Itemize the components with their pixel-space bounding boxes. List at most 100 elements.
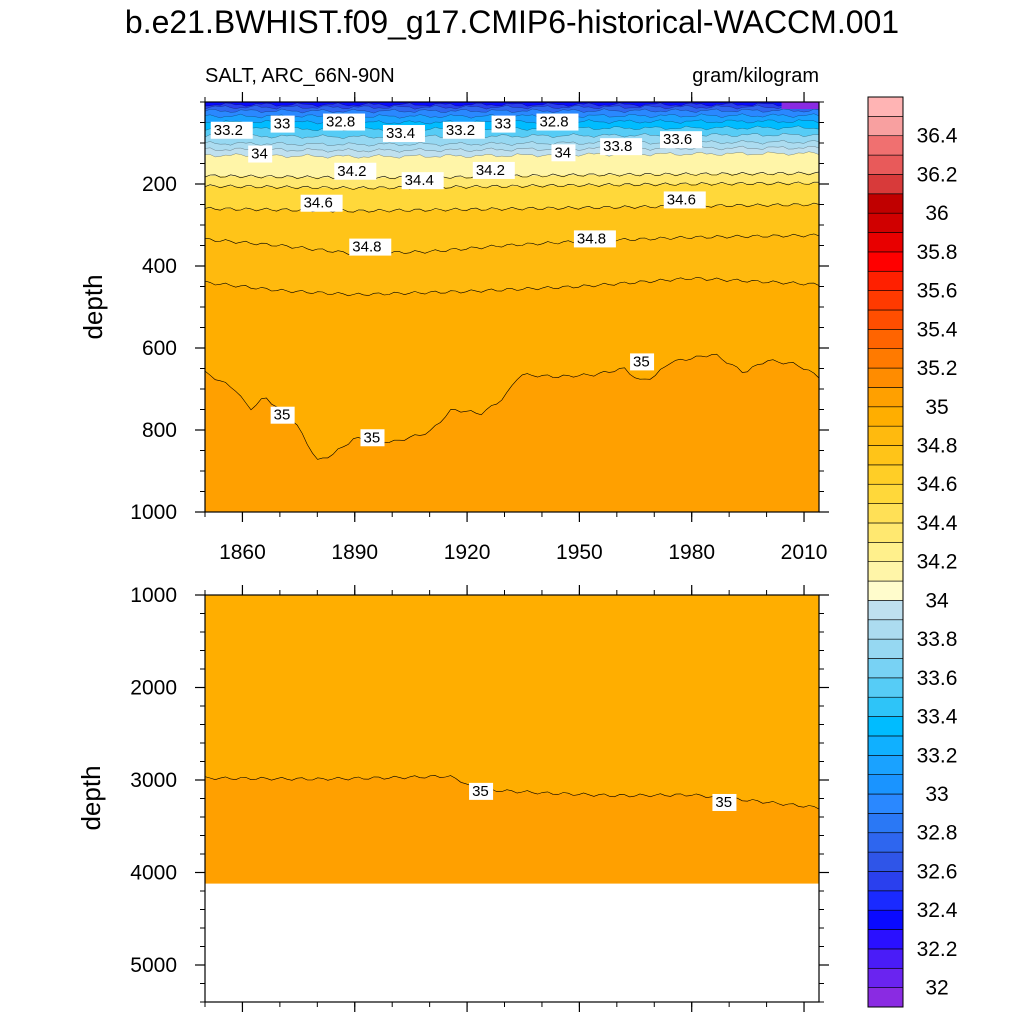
colorbar-swatch	[867, 290, 904, 311]
colorbar-swatch	[867, 696, 904, 717]
contour-label: 33.6	[660, 131, 703, 149]
contour-label-text: 35	[633, 353, 650, 370]
colorbar-swatch	[867, 909, 904, 930]
colorbar-swatch	[867, 387, 904, 408]
colorbar-frame	[867, 96, 904, 1008]
colorbar-swatch	[867, 600, 904, 621]
band-above-35	[205, 595, 819, 808]
colorbar-swatch	[867, 832, 904, 853]
colorbar-swatch	[867, 542, 904, 562]
contour-label-text: 35	[715, 794, 732, 811]
contour-label-text: 34	[554, 144, 571, 161]
colorbar-swatch	[867, 929, 904, 950]
upper-left-label: SALT, ARC_66N-90N	[205, 65, 395, 87]
colorbar-label: 34.2	[917, 551, 958, 574]
contour-label: 35	[712, 793, 737, 811]
filled-contours: 33.2 33 32.8 33.4 33.2 33 32.8 34 34 33.8 33.6 34.2…	[205, 102, 819, 512]
colorbar-swatch	[867, 561, 904, 582]
contour-label: 34.6	[663, 191, 706, 209]
colorbar-label: 35.4	[917, 318, 958, 341]
contour-label: 33	[491, 115, 516, 133]
contour-label-text: 35	[364, 429, 381, 446]
upper-y-axis-title: depth	[78, 274, 108, 339]
contour-line-35	[205, 353, 819, 460]
contour-label: 34	[551, 144, 576, 162]
colorbar-swatch	[867, 619, 904, 640]
colorbar-swatch	[867, 425, 904, 446]
colorbar-label: 32	[925, 977, 948, 1000]
contour-label-text: 33.6	[663, 131, 692, 148]
colorbar-label: 35.6	[917, 280, 958, 303]
colorbar-swatch	[867, 522, 904, 543]
colorbar-label: 32.6	[917, 860, 958, 883]
colorbar-swatch	[867, 503, 904, 524]
colorbar-swatch	[867, 948, 904, 969]
colorbar-swatch	[867, 851, 904, 872]
contour-label: 33	[270, 115, 295, 133]
x-tick-label: 1980	[668, 541, 715, 564]
colorbar-swatch	[867, 464, 904, 485]
y-tick-label: 1000	[130, 501, 177, 524]
contour-label-text: 34.2	[337, 163, 366, 180]
colorbar-swatch	[867, 96, 904, 117]
surface-band-32.4	[205, 102, 819, 107]
contour-label: 33.4	[382, 125, 425, 143]
colorbar-swatch	[867, 270, 904, 291]
contour-label: 34.2	[334, 162, 377, 180]
colorbar-swatch	[867, 348, 904, 369]
x-tick-label: 1890	[331, 541, 378, 564]
colorbar-swatch	[867, 754, 904, 775]
contour-label: 35	[270, 406, 295, 424]
colorbar-swatch	[867, 580, 904, 601]
contour-label-text: 34.6	[667, 191, 696, 208]
colorbar-label: 33.2	[917, 744, 958, 767]
colorbar-label: 33.4	[917, 706, 958, 729]
colorbar-swatch	[867, 987, 904, 1008]
colorbar-swatch	[867, 677, 904, 698]
colorbar-swatch	[867, 890, 904, 911]
colorbar-swatch	[867, 716, 904, 737]
colorbar-label: 36.2	[917, 163, 958, 186]
contour-line-34.4	[205, 181, 819, 190]
contour-label: 34.8	[573, 230, 616, 248]
x-tick-label: 1950	[556, 541, 603, 564]
colorbar-swatch	[867, 193, 904, 214]
colorbar-label: 34	[925, 589, 949, 612]
contour-label-text: 34.2	[476, 162, 505, 179]
contour-label-text: 32.8	[539, 114, 568, 131]
y-tick-label: 400	[142, 255, 177, 278]
colorbar-label: 32.4	[917, 899, 958, 922]
x-tick-label: 1920	[444, 541, 491, 564]
colorbar-label: 32.2	[917, 938, 958, 961]
contour-label-text: 34.6	[304, 195, 333, 212]
colorbar-swatch	[867, 174, 904, 195]
contour-label: 35	[469, 782, 494, 800]
colorbar-swatch	[867, 232, 904, 253]
lower-y-axis-title: depth	[76, 765, 106, 830]
colorbar-label: 32.8	[917, 822, 958, 845]
colorbar-label: 33	[925, 783, 948, 806]
colorbar-swatch	[867, 154, 904, 175]
contour-label-text: 34.8	[577, 230, 606, 247]
colorbar-label: 35.8	[917, 241, 958, 264]
colorbar-label: 33.8	[917, 628, 958, 651]
colorbar-swatch	[867, 251, 904, 272]
contour-label-text: 35	[274, 407, 291, 424]
upper-right-label: gram/kilogram	[692, 65, 819, 87]
page-title: b.e21.BWHIST.f09_g17.CMIP6-historical-WA…	[124, 4, 900, 40]
contour-label-text: 33.2	[446, 122, 475, 139]
colorbar-label: 35.2	[917, 357, 958, 380]
colorbar-swatch	[867, 135, 904, 156]
x-tick-label: 2010	[781, 541, 828, 564]
y-tick-label: 5000	[130, 954, 177, 977]
colorbar-swatch	[867, 367, 904, 388]
colorbar-swatch	[867, 871, 904, 892]
colorbar-swatch	[867, 309, 904, 330]
colorbar-swatch	[867, 406, 904, 427]
colorbar-swatch	[867, 329, 904, 350]
colorbar-swatch	[867, 212, 904, 233]
contour-label-text: 34.8	[352, 239, 381, 256]
colorbar-swatch	[867, 967, 904, 988]
colorbar-label: 36	[925, 202, 948, 225]
